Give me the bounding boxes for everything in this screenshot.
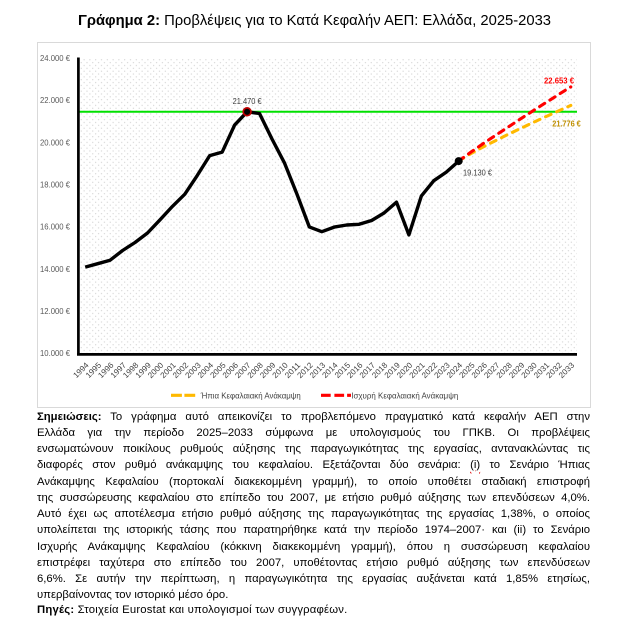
svg-text:21.776 €: 21.776 €	[552, 119, 581, 129]
svg-text:2033: 2033	[557, 360, 577, 380]
svg-text:Ήπια Κεφαλαιακή Ανάκαμψη: Ήπια Κεφαλαιακή Ανάκαμψη	[200, 390, 301, 400]
svg-text:21.470 €: 21.470 €	[233, 97, 263, 106]
svg-text:22.653 €: 22.653 €	[544, 76, 574, 86]
svg-text:10.000 €: 10.000 €	[40, 349, 71, 358]
svg-text:20.000 €: 20.000 €	[40, 138, 71, 147]
svg-text:12.000 €: 12.000 €	[40, 307, 71, 316]
svg-text:18.000 €: 18.000 €	[40, 181, 71, 190]
svg-text:16.000 €: 16.000 €	[40, 223, 71, 232]
svg-text:22.000 €: 22.000 €	[40, 96, 71, 105]
svg-text:24.000 €: 24.000 €	[40, 54, 71, 63]
svg-text:14.000 €: 14.000 €	[40, 265, 71, 274]
svg-text:19.130 €: 19.130 €	[463, 169, 493, 178]
svg-text:Ισχυρή Κεφαλαιακή Ανάκαμψη: Ισχυρή Κεφαλαιακή Ανάκαμψη	[351, 390, 458, 400]
